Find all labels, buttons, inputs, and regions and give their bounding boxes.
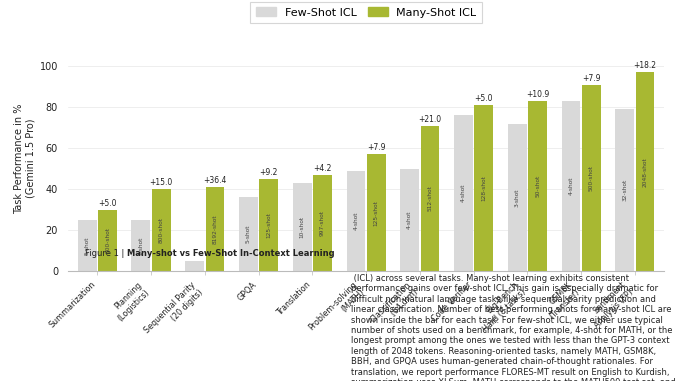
Text: (ICL) across several tasks. Many-shot learning exhibits consistent performance g: (ICL) across several tasks. Many-shot le… bbox=[351, 274, 676, 381]
Y-axis label: Task Performance in %
(Gemini 1.5 Pro): Task Performance in % (Gemini 1.5 Pro) bbox=[14, 103, 35, 213]
Text: 10-shot: 10-shot bbox=[300, 216, 304, 238]
Bar bbox=[615, 109, 634, 271]
Text: +7.9: +7.9 bbox=[367, 143, 386, 152]
Text: +7.9: +7.9 bbox=[582, 74, 601, 83]
Text: Many-shot vs Few-Shot In-Context Learning: Many-shot vs Few-Shot In-Context Learnin… bbox=[127, 249, 334, 258]
Bar bbox=[185, 261, 204, 271]
Bar bbox=[205, 187, 224, 271]
Text: +36.4: +36.4 bbox=[203, 176, 226, 185]
Text: 125-shot: 125-shot bbox=[374, 200, 379, 226]
Bar bbox=[98, 210, 117, 271]
Text: +10.9: +10.9 bbox=[526, 90, 549, 99]
Bar bbox=[400, 168, 419, 271]
Text: 4-shot: 4-shot bbox=[461, 184, 466, 202]
Text: +5.0: +5.0 bbox=[98, 199, 117, 208]
Text: +9.2: +9.2 bbox=[260, 168, 278, 177]
Text: 500-shot: 500-shot bbox=[105, 227, 110, 253]
Text: Figure 1 |: Figure 1 | bbox=[85, 249, 127, 258]
Text: 3-shot: 3-shot bbox=[515, 188, 519, 207]
Text: 500-shot: 500-shot bbox=[589, 165, 594, 191]
Text: 4-shot: 4-shot bbox=[407, 211, 412, 229]
Text: +15.0: +15.0 bbox=[150, 178, 173, 187]
Text: 5-shot: 5-shot bbox=[246, 225, 251, 243]
Text: 5-shot: 5-shot bbox=[85, 236, 89, 255]
Text: 800-shot: 800-shot bbox=[159, 217, 164, 243]
Bar bbox=[78, 220, 96, 271]
Bar bbox=[260, 179, 278, 271]
Bar bbox=[239, 197, 258, 271]
Bar bbox=[508, 123, 527, 271]
Bar bbox=[475, 105, 493, 271]
Text: 512-shot: 512-shot bbox=[428, 185, 433, 211]
Bar bbox=[420, 126, 439, 271]
Text: +18.2: +18.2 bbox=[633, 61, 656, 70]
Bar bbox=[132, 220, 151, 271]
Bar bbox=[582, 85, 601, 271]
Text: 4-shot: 4-shot bbox=[353, 211, 359, 230]
Bar bbox=[152, 189, 171, 271]
Text: +21.0: +21.0 bbox=[418, 115, 441, 123]
Text: +5.0: +5.0 bbox=[475, 94, 493, 103]
Bar bbox=[367, 154, 386, 271]
Bar bbox=[561, 101, 580, 271]
Text: 8192-shot: 8192-shot bbox=[213, 214, 218, 244]
Text: 2048-shot: 2048-shot bbox=[643, 157, 647, 187]
Bar bbox=[346, 171, 365, 271]
Bar bbox=[636, 72, 654, 271]
Text: 1-shot: 1-shot bbox=[138, 236, 144, 255]
Bar bbox=[528, 101, 547, 271]
Text: 125-shot: 125-shot bbox=[266, 212, 271, 238]
Text: +4.2: +4.2 bbox=[313, 164, 332, 173]
Bar bbox=[313, 175, 332, 271]
Bar bbox=[454, 115, 473, 271]
Text: 128-shot: 128-shot bbox=[481, 175, 486, 201]
Text: 32-shot: 32-shot bbox=[622, 179, 627, 201]
Text: 4-shot: 4-shot bbox=[568, 177, 574, 195]
Text: 997-shot: 997-shot bbox=[320, 210, 325, 236]
Legend: Few-Shot ICL, Many-Shot ICL: Few-Shot ICL, Many-Shot ICL bbox=[250, 2, 482, 23]
Bar bbox=[293, 183, 312, 271]
Text: 50-shot: 50-shot bbox=[535, 175, 540, 197]
